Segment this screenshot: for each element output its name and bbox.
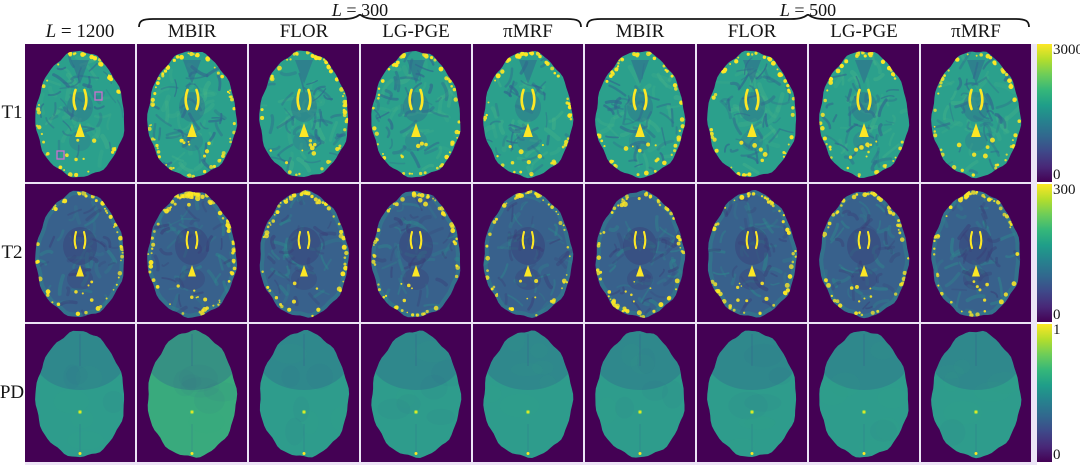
map-panel-pd-l300-lg-pge [361,324,471,462]
column-header-l1200: L = 1200 [25,21,135,43]
group-header-l300-var: L [331,0,342,20]
column-header-mbir: MBIR [167,21,217,42]
brain-map-svg [361,324,471,462]
overbrace-l500-icon [586,14,1030,27]
map-panel-pd-l300-mbir [137,324,247,462]
brain-map-svg [585,184,695,322]
row-label-t2: T2 [1,242,23,263]
row-label-pd: PD [0,382,25,403]
brain-map-svg [921,44,1031,182]
colorbar-t1 [1037,44,1052,182]
map-panel-t1-l500-lg-pge [809,44,919,182]
map-panel-t2-l500-flor [697,184,807,322]
map-panel-t2-l300-mbir [137,184,247,322]
column-header-value: = 1200 [56,21,115,42]
brain-map-svg [473,184,583,322]
map-panel-t1-l1200 [25,44,135,182]
brain-map-svg [809,324,919,462]
group-header-l300: L = 300 [137,0,583,20]
brain-map-svg [25,184,135,322]
group-header-l300-value: = 300 [341,0,389,20]
roi-box [94,91,103,101]
brain-map-svg [585,44,695,182]
map-panel-t2-l1200 [25,184,135,322]
brain-map-svg [25,44,135,182]
map-panel-pd-l300-pimrf [473,324,583,462]
brain-map-svg [809,44,919,182]
brain-map-svg [361,44,471,182]
roi-box [56,150,65,160]
map-panel-t1-l300-lg-pge [361,44,471,182]
column-header-πmrf: πMRF [503,21,553,42]
colorbar-max-label-t2: 300 [1053,182,1076,198]
map-panel-t1-l300-pimrf [473,44,583,182]
map-panel-pd-l500-pimrf [921,324,1031,462]
group-header-l500: L = 500 [585,0,1031,20]
brain-map-svg [809,184,919,322]
brain-map-svg [697,44,807,182]
colorbar-separator [1031,44,1037,465]
brain-map-svg [921,184,1031,322]
colorbar-pd [1037,324,1052,462]
map-panel-t2-l500-mbir [585,184,695,322]
colorbar-min-label-t2: 0 [1053,307,1061,323]
map-panel-t1-l500-pimrf [921,44,1031,182]
column-header-var: L [45,21,57,42]
brain-map-svg [249,44,359,182]
map-panel-t1-l500-flor [697,44,807,182]
brain-map-svg [921,324,1031,462]
brain-map-svg [137,184,247,322]
brain-map-svg [137,324,247,462]
colorbar-t2 [1037,184,1052,322]
map-panel-t2-l500-lg-pge [809,184,919,322]
map-panel-t1-l300-mbir [137,44,247,182]
map-panel-pd-l500-mbir [585,324,695,462]
colorbar-max-label-pd: 1 [1053,322,1061,338]
brain-map-svg [137,44,247,182]
brain-map-svg [361,184,471,322]
colorbar-min-label-t1: 0 [1053,167,1061,183]
map-panel-t2-l300-pimrf [473,184,583,322]
map-panel-t2-l300-flor [249,184,359,322]
map-panel-pd-l1200 [25,324,135,462]
map-panel-t1-l300-flor [249,44,359,182]
column-header-mbir: MBIR [615,21,665,42]
brain-map-svg [585,324,695,462]
brain-map-svg [473,324,583,462]
column-header-πmrf: πMRF [951,21,1001,42]
group-header-l500-value: = 500 [789,0,837,20]
brain-map-svg [697,324,807,462]
brain-map-svg [249,324,359,462]
group-header-l500-var: L [779,0,790,20]
map-panel-t1-l500-mbir [585,44,695,182]
column-header-flor: FLOR [279,21,329,42]
map-panel-t2-l500-pimrf [921,184,1031,322]
row-label-t1: T1 [1,102,23,123]
column-header-flor: FLOR [727,21,777,42]
colorbar-max-label-t1: 3000 [1053,42,1080,58]
map-panel-pd-l300-flor [249,324,359,462]
column-header-lg-pge: LG-PGE [382,21,450,42]
overbrace-l300-icon [138,14,582,27]
map-panel-pd-l500-flor [697,324,807,462]
brain-map-svg [697,184,807,322]
brain-map-svg [249,184,359,322]
colorbar-min-label-pd: 0 [1053,447,1061,463]
column-header-lg-pge: LG-PGE [830,21,898,42]
map-panel-pd-l500-lg-pge [809,324,919,462]
brain-map-svg [25,324,135,462]
brain-map-svg [473,44,583,182]
map-panel-t2-l300-lg-pge [361,184,471,322]
map-grid [25,44,1031,465]
